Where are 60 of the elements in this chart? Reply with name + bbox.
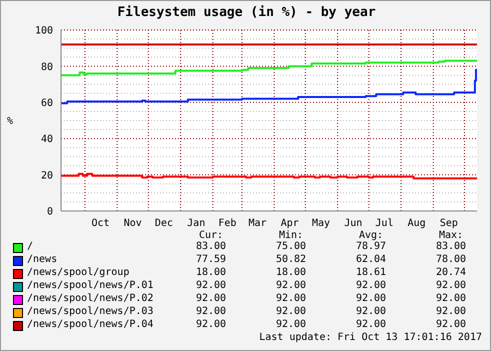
y-tick-label: 100 (34, 26, 53, 37)
text: 77.59 (194, 254, 228, 265)
x-tick-label: May (312, 218, 330, 230)
y-tick-label: 60 (40, 98, 53, 109)
text: 92.00 (194, 293, 228, 304)
text: 75.00 (274, 241, 308, 252)
text: 92.00 (194, 306, 228, 317)
text: 83.00 (434, 241, 468, 252)
y-axis-title: % (7, 116, 14, 128)
y-tick-label: 0 (46, 206, 53, 218)
x-tick-label: Sep (440, 218, 458, 230)
x-tick-label: Jan (187, 218, 206, 230)
legend-label: /news/spool/news/P.04 (27, 319, 154, 330)
text: 18.00 (194, 267, 228, 278)
text: 18.00 (274, 267, 308, 278)
text: Cur: (198, 230, 224, 241)
text: 18.61 (354, 267, 388, 278)
text: 83.00 (194, 241, 228, 252)
legend-label: / (27, 241, 34, 252)
text: 92.00 (194, 280, 228, 291)
legend-label: /news (27, 254, 58, 265)
text: 92.00 (434, 306, 468, 317)
chart-title: Filesystem usage (in %) - by year (116, 5, 377, 20)
legend-label: /news/spool/news/P.01 (27, 280, 154, 291)
x-tick-label: Jun (344, 218, 362, 230)
text: 92.00 (194, 319, 228, 330)
text: 92.00 (354, 319, 388, 330)
x-tick-label: Nov (124, 218, 142, 230)
text: Min: (278, 230, 304, 241)
text: 92.00 (434, 280, 468, 291)
text: 92.00 (274, 293, 308, 304)
text: 62.04 (354, 254, 388, 265)
text: 92.00 (434, 319, 468, 330)
legend-label: /news/spool/group (27, 267, 130, 278)
text: 92.00 (354, 306, 388, 317)
x-tick-label: Dec (154, 218, 173, 230)
y-tick-label: 40 (40, 134, 53, 146)
text: 78.97 (354, 241, 388, 252)
text: 20.74 (434, 267, 468, 278)
x-tick-label: Aug (408, 218, 426, 230)
y-tick-label: 80 (40, 62, 53, 73)
text: Max: (438, 230, 464, 241)
text: 92.00 (274, 280, 308, 291)
legend-label: /news/spool/news/P.02 (27, 293, 154, 304)
x-tick-label: Jul (375, 218, 394, 230)
text: 92.00 (274, 319, 308, 330)
text: Last update: Fri Oct 13 17:01:16 2017 (259, 332, 482, 343)
x-tick-label: Oct (91, 218, 110, 230)
legend-label: /news/spool/news/P.03 (27, 306, 154, 317)
x-tick-label: Mar (248, 218, 267, 230)
x-tick-label: Feb (218, 218, 236, 230)
text: 92.00 (274, 306, 308, 317)
text: 92.00 (354, 280, 388, 291)
text: 78.00 (434, 254, 468, 265)
text: 92.00 (434, 293, 468, 304)
x-tick-label: Apr (280, 218, 299, 230)
text: Avg: (358, 230, 384, 241)
text: 50.82 (274, 254, 308, 265)
y-tick-label: 20 (40, 170, 53, 182)
text: 92.00 (354, 293, 388, 304)
